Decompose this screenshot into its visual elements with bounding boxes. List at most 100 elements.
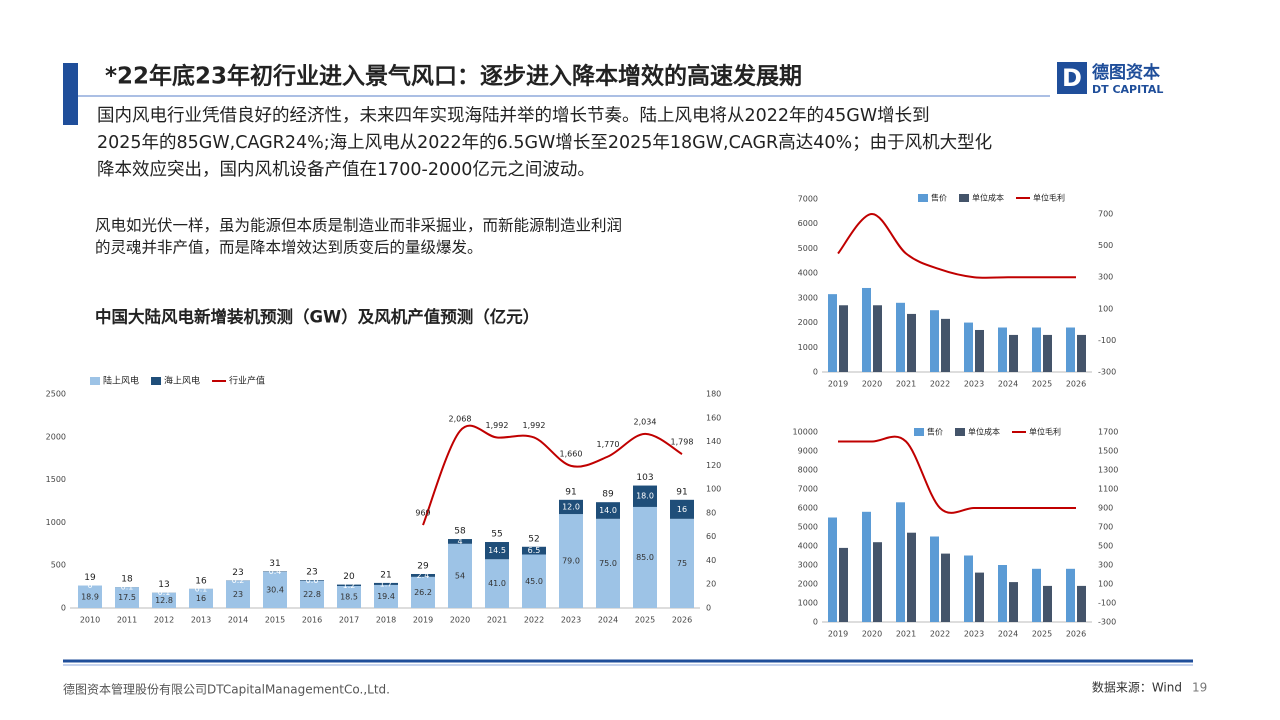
bar-value-label: 16 [196,594,206,603]
bar [300,580,324,581]
y-tick-label: 2500 [46,390,66,399]
y2-tick-label: 300 [1098,273,1113,282]
y-tick-label: 7000 [798,195,818,204]
y2-tick-label: 1500 [1098,447,1118,456]
total-label: 13 [158,580,169,590]
page-number: 19 [1192,681,1207,695]
bar-value-label: 6.5 [528,546,541,555]
x-tick-label: 2025 [1032,380,1052,389]
bar-value-label: 0.4 [269,567,282,576]
y-tick-label: 4000 [798,542,818,551]
logo-mark [1057,62,1087,94]
bar [78,585,102,608]
x-tick-label: 2021 [896,630,916,639]
y2-tick-label: 120 [706,461,721,470]
bar [448,539,472,544]
legend-label: 单位毛利 [1029,427,1061,437]
x-tick-label: 2024 [598,616,618,625]
x-tick-label: 2022 [930,380,950,389]
x-tick-label: 2020 [862,630,882,639]
bar [873,542,882,622]
paragraph-line: 国内风电行业凭借良好的经济性，未来四年实现海陆并举的增长节奏。陆上风电将从202… [97,106,930,126]
paragraph-line: 降本效应突出，国内风机设备产值在1700-2000亿元之间波动。 [97,160,595,180]
bar-value-label: 54 [455,571,465,580]
bar-value-label: 12.0 [562,502,580,511]
y2-tick-label: 180 [706,390,721,399]
y2-tick-label: 900 [1098,504,1113,513]
bar [964,555,973,622]
bar [998,565,1007,622]
x-tick-label: 2025 [635,616,655,625]
total-label: 55 [491,530,502,540]
total-label: 91 [676,487,687,497]
paragraph-line: 2025年的85GW,CAGR24%;海上风电从2022年的6.5GW增长至20… [97,133,992,153]
x-tick-label: 2019 [413,616,433,625]
bar [263,571,287,608]
bar [941,318,950,372]
y-tick-label: 0 [61,604,66,613]
y2-tick-label: 20 [706,580,716,589]
total-label: 21 [380,570,391,580]
logo-letter: D [1062,64,1082,92]
x-tick-label: 2024 [998,380,1018,389]
bar-value-label: 14.0 [599,506,617,515]
bar [596,502,620,519]
total-label: 31 [269,559,280,569]
bar [975,329,984,372]
bar-value-label: 1.2 [343,581,356,590]
y-tick-label: 5000 [798,523,818,532]
line-value-label: 969 [415,509,430,518]
bar-value-label: 26.2 [414,588,432,597]
logo-en: DT CAPITAL [1092,83,1163,96]
bar-value-label: 0.2 [232,576,245,585]
legend-label: 售价 [927,427,943,437]
bar [559,514,583,608]
legend-swatch [955,428,965,436]
x-tick-label: 2010 [80,616,100,625]
x-tick-label: 2012 [154,616,174,625]
bar [1066,327,1075,372]
line [422,424,683,526]
bar [522,546,546,555]
logo-cn: 德图资本 [1092,62,1160,83]
y2-tick-label: 160 [706,413,721,422]
y-tick-label: 2000 [798,318,818,327]
y2-tick-label: 0 [706,604,711,613]
footer-source: 数据来源：Wind [1092,680,1182,695]
bar [337,586,361,608]
paragraph-line: 的灵魂并非产值，而是降本增效达到质变后的量级爆发。 [95,238,483,257]
y2-tick-label: 100 [1098,580,1113,589]
x-tick-label: 2021 [896,380,916,389]
bar [941,553,950,622]
bar [907,313,916,372]
bar [930,536,939,622]
total-label: 103 [636,473,653,483]
bar [964,322,973,372]
x-tick-label: 2019 [828,630,848,639]
bar [896,302,905,372]
bar [485,559,509,608]
bar [411,576,435,608]
x-tick-label: 2025 [1032,630,1052,639]
x-tick-label: 2017 [339,616,359,625]
bar [559,499,583,515]
x-tick-label: 2024 [998,630,1018,639]
bar [189,588,213,608]
y2-tick-label: 80 [706,508,716,517]
bar-value-label: 75 [677,559,687,568]
legend-swatch [959,194,969,202]
bar [670,518,694,608]
total-label: 58 [454,527,466,537]
bar [839,547,848,622]
bar [374,582,398,585]
x-tick-label: 2026 [1066,380,1086,389]
bar-value-label: 0 [87,581,92,590]
bar-value-label: 14.5 [488,546,506,555]
footer-company: 德图资本管理股份有限公司DTCapitalManagementCo.,Ltd. [63,682,390,697]
bar-value-label: 23 [233,590,243,599]
bar [862,511,871,622]
bar-value-label: 75.0 [599,559,617,568]
legend-label: 单位毛利 [1033,193,1065,203]
chart-title: 中国大陆风电新增装机预测（GW）及风机产值预测（亿元） [95,307,539,327]
